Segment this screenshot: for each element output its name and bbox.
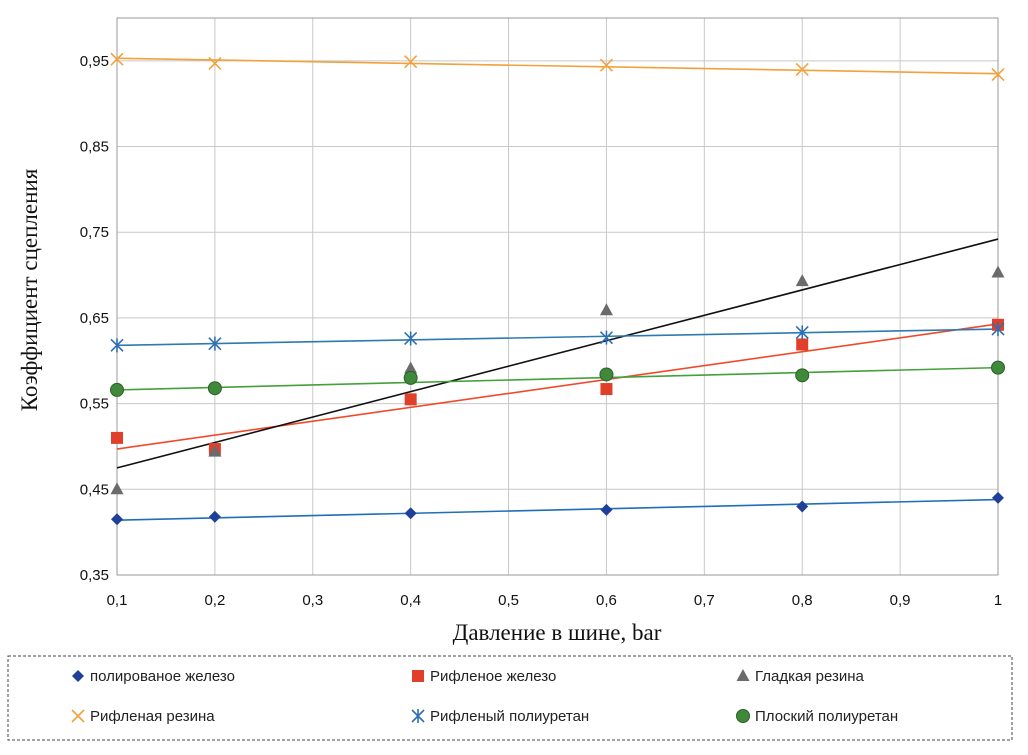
legend-label: полированое железо — [90, 668, 235, 685]
y-tick-label: 0,75 — [80, 224, 109, 241]
data-point-s0-4 — [796, 500, 809, 513]
legend-marker — [736, 709, 750, 723]
x-tick-label: 0,7 — [694, 592, 715, 609]
legend-label: Гладкая резина — [755, 668, 865, 685]
x-tick-label: 0,3 — [302, 592, 323, 609]
y-tick-label: 0,45 — [80, 481, 109, 498]
legend-marker — [412, 670, 424, 682]
data-point-s3-3 — [599, 58, 614, 72]
y-tick-label: 0,55 — [80, 396, 109, 413]
legend-item: полированое железо — [72, 668, 235, 685]
data-point-s2-0 — [110, 482, 124, 495]
x-tick-label: 0,6 — [596, 592, 617, 609]
data-point-s5-2 — [403, 370, 418, 385]
legend-label: Рифленое железо — [430, 668, 556, 685]
data-point-s0-1 — [208, 510, 221, 523]
y-tick-label: 0,85 — [80, 139, 109, 156]
trendline-3 — [116, 57, 999, 75]
data-point-s5-4 — [795, 368, 810, 383]
legend-label: Рифленая резина — [90, 708, 215, 725]
data-point-s0-0 — [111, 513, 123, 526]
data-point-s5-3 — [599, 367, 614, 382]
legend-marker — [71, 709, 85, 723]
data-point-s2-4 — [795, 274, 809, 287]
legend-marker — [736, 669, 750, 681]
data-point-s3-5 — [991, 67, 1005, 82]
data-point-s3-4 — [795, 62, 809, 76]
y-tick-label: 0,95 — [80, 53, 109, 70]
data-point-s0-3 — [600, 503, 613, 516]
data-point-s4-2 — [404, 331, 418, 346]
y-axis-title: Коэффициент сцепления — [17, 168, 42, 411]
x-tick-label: 0,4 — [400, 592, 421, 609]
trendline-0 — [116, 498, 999, 521]
x-tick-label: 0,2 — [204, 592, 225, 609]
data-point-s1-0 — [111, 431, 123, 444]
x-axis-title: Давление в шине, bar — [453, 620, 662, 645]
data-point-s0-5 — [992, 491, 1004, 504]
data-point-s1-2 — [404, 393, 417, 406]
data-point-s1-3 — [600, 383, 613, 396]
plot-area — [116, 17, 999, 576]
data-point-s2-2 — [404, 361, 418, 374]
data-point-s4-5 — [991, 322, 1005, 337]
trendline-5 — [116, 366, 999, 391]
legend-item: Рифленое железо — [412, 668, 556, 685]
data-point-s2-1 — [208, 444, 222, 457]
data-markers — [110, 52, 1005, 526]
trendline-4 — [116, 328, 999, 347]
data-point-s0-2 — [404, 507, 417, 520]
data-point-s2-3 — [599, 303, 613, 316]
legend-marker — [411, 709, 425, 723]
data-point-s5-1 — [207, 381, 222, 396]
data-point-s4-0 — [110, 338, 124, 353]
tick-labels: 0,35 0,45 0,55 0,65 0,75 0,85 0,95 0,1 0,2 0,3 0,4… — [80, 53, 1002, 609]
x-tick-label: 0,1 — [107, 592, 128, 609]
legend-item: Плоский полиуретан — [736, 708, 898, 725]
data-point-s4-4 — [795, 325, 809, 340]
legend-box — [7, 655, 1013, 741]
data-point-s3-0 — [110, 52, 124, 66]
data-point-s1-4 — [796, 338, 809, 351]
trendline-1 — [116, 323, 999, 450]
x-tick-label: 0,8 — [792, 592, 813, 609]
data-point-s4-1 — [208, 336, 222, 351]
data-point-s5-0 — [110, 382, 124, 397]
data-point-s3-1 — [208, 56, 222, 70]
x-tick-label: 0,9 — [890, 592, 911, 609]
data-point-s5-5 — [991, 360, 1005, 375]
data-point-s4-3 — [599, 330, 614, 345]
data-point-s2-5 — [991, 265, 1005, 278]
legend-item: Гладкая резина — [736, 668, 865, 685]
y-tick-label: 0,65 — [80, 310, 109, 327]
trendlines — [116, 57, 999, 521]
legend-item: Рифленая резина — [71, 708, 215, 725]
legend-marker — [72, 670, 84, 682]
trendline-2 — [116, 238, 999, 469]
grid — [116, 17, 999, 576]
legend-label: Рифленый полиуретан — [430, 708, 589, 725]
x-tick-label: 0,5 — [498, 592, 519, 609]
legend-item: Рифленый полиуретан — [411, 708, 589, 725]
x-tick-label: 1 — [994, 592, 1002, 609]
legend-label: Плоский полиуретан — [755, 708, 898, 725]
y-tick-label: 0,35 — [80, 567, 109, 584]
data-point-s3-2 — [404, 55, 418, 69]
legend: полированое железо Рифленое железо Гладкая… — [71, 668, 898, 725]
